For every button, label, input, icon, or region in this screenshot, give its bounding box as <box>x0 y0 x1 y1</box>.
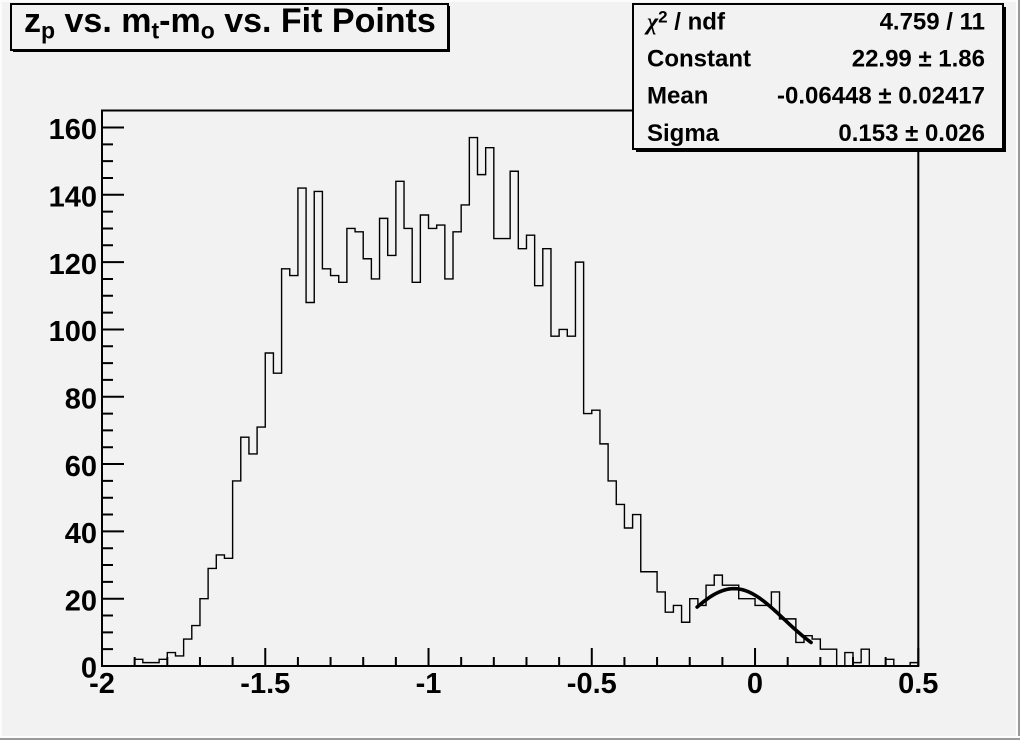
svg-text:-2: -2 <box>89 668 115 700</box>
svg-text:Sigma: Sigma <box>647 120 720 147</box>
svg-text:40: 40 <box>65 518 97 550</box>
svg-text:120: 120 <box>49 249 97 281</box>
svg-text:-0.06448 ± 0.02417: -0.06448 ± 0.02417 <box>777 83 985 110</box>
svg-text:20: 20 <box>65 585 97 617</box>
svg-text:-0.5: -0.5 <box>567 668 617 700</box>
svg-text:0: 0 <box>747 668 763 700</box>
svg-text:4.759 / 11: 4.759 / 11 <box>880 9 985 36</box>
svg-text:Constant: Constant <box>647 46 751 73</box>
svg-text:χ2 / ndf: χ2 / ndf <box>644 8 726 36</box>
svg-text:-1: -1 <box>416 668 442 700</box>
svg-text:0: 0 <box>81 653 97 685</box>
svg-text:80: 80 <box>65 383 97 415</box>
svg-text:140: 140 <box>49 182 97 214</box>
svg-text:100: 100 <box>49 316 97 348</box>
svg-text:160: 160 <box>49 114 97 146</box>
svg-text:zp vs. mt-mo vs. Fit Points: zp vs. mt-mo vs. Fit Points <box>24 2 436 44</box>
svg-text:0.153 ± 0.026: 0.153 ± 0.026 <box>838 120 985 147</box>
svg-text:22.99 ± 1.86: 22.99 ± 1.86 <box>852 46 985 73</box>
svg-text:-1.5: -1.5 <box>240 668 290 700</box>
svg-text:Mean: Mean <box>647 83 708 110</box>
svg-text:0.5: 0.5 <box>898 668 938 700</box>
svg-text:60: 60 <box>65 451 97 483</box>
